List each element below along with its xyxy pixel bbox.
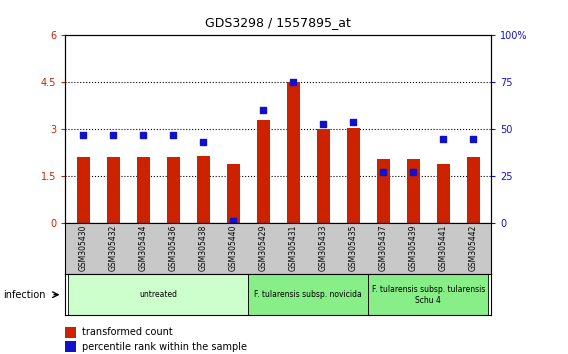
Text: GSM305438: GSM305438 [199,224,208,271]
Text: GDS3298 / 1557895_at: GDS3298 / 1557895_at [206,16,351,29]
Text: infection: infection [3,290,45,300]
Bar [466,157,480,223]
Point [409,170,418,175]
Bar [166,157,180,223]
Text: GSM305433: GSM305433 [319,224,328,271]
Text: GSM305429: GSM305429 [259,224,268,271]
Bar [377,159,390,223]
Point [259,108,268,113]
Text: percentile rank within the sample: percentile rank within the sample [82,342,247,352]
Text: GSM305442: GSM305442 [469,224,478,271]
Bar [65,327,76,338]
Point [319,121,328,126]
Text: GSM305435: GSM305435 [349,224,358,271]
Point [229,218,238,224]
Point [109,132,118,138]
Bar [197,156,210,223]
Bar [68,274,248,315]
Bar [316,129,330,223]
Text: F. tularensis subsp. novicida: F. tularensis subsp. novicida [254,290,362,299]
Bar [257,120,270,223]
Text: GSM305436: GSM305436 [169,224,178,271]
Bar [437,164,450,223]
Text: F. tularensis subsp. tularensis
Schu 4: F. tularensis subsp. tularensis Schu 4 [371,285,485,305]
Bar [65,341,76,352]
Text: GSM305437: GSM305437 [379,224,388,271]
Text: GSM305431: GSM305431 [289,224,298,271]
Point [438,136,448,142]
Point [349,119,358,125]
Text: untreated: untreated [139,290,177,299]
Point [289,80,298,85]
Point [379,170,388,175]
Bar [227,164,240,223]
Text: transformed count: transformed count [82,327,173,337]
Point [469,136,478,142]
Point [139,132,148,138]
Bar [346,128,360,223]
Bar [368,274,488,315]
Bar [248,274,368,315]
Point [169,132,178,138]
Text: GSM305430: GSM305430 [79,224,88,271]
Bar [77,157,90,223]
Bar [287,82,300,223]
Bar [107,157,120,223]
Text: GSM305440: GSM305440 [229,224,238,271]
Point [79,132,88,138]
Bar [136,157,150,223]
Text: GSM305439: GSM305439 [409,224,418,271]
Bar [407,159,420,223]
Point [199,139,208,145]
Text: GSM305441: GSM305441 [439,224,448,271]
Text: GSM305432: GSM305432 [109,224,118,271]
Text: GSM305434: GSM305434 [139,224,148,271]
